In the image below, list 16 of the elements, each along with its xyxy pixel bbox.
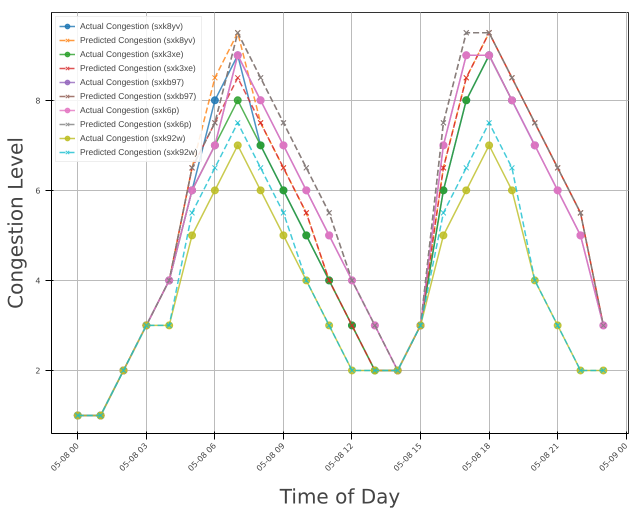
legend-label: Actual Congestion (sxk6p): [80, 104, 180, 116]
legend-label: Predicted Congestion (sxk8yv): [80, 34, 196, 46]
legend-label: Predicted Congestion (sxk92w): [80, 146, 198, 158]
legend-label: Actual Congestion (sxk8yv): [80, 20, 183, 32]
legend-label: Actual Congestion (sxk92w): [80, 132, 186, 144]
y-tick-label: 8: [35, 96, 41, 106]
x-axis-title: Time of Day: [278, 484, 400, 508]
y-tick-label: 2: [35, 366, 41, 376]
legend-label: Actual Congestion (sxkb97): [80, 76, 184, 88]
y-tick-label: 4: [35, 276, 41, 286]
legend-label: Predicted Congestion (sxk6p): [80, 118, 192, 130]
legend-label: Actual Congestion (sxk3xe): [80, 48, 184, 60]
legend-label: Predicted Congestion (sxkb97): [80, 90, 196, 102]
legend-label: Predicted Congestion (sxk3xe): [80, 62, 196, 74]
y-axis-title: Congestion Level: [3, 137, 28, 309]
y-tick-label: 6: [35, 186, 41, 196]
